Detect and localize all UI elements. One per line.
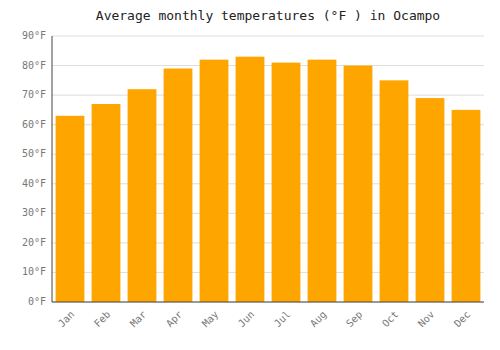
y-tick-label: 30°F	[22, 207, 46, 218]
bar	[200, 60, 229, 302]
bar	[380, 80, 409, 302]
grid	[52, 36, 484, 302]
x-tick-label: Jan	[56, 309, 77, 330]
y-tick-labels: 0°F 10°F 20°F 30°F 40°F 50°F 60°F 70°F 80°F 90°F	[22, 30, 46, 307]
y-axis-line	[52, 36, 53, 302]
bars	[56, 57, 481, 302]
y-tick-label: 20°F	[22, 237, 46, 248]
bar	[416, 98, 445, 302]
bar	[308, 60, 337, 302]
bar	[344, 66, 373, 302]
x-tick-label: Oct	[380, 309, 401, 330]
x-tick-label: Jul	[272, 309, 293, 330]
x-tick-label: Nov	[416, 309, 437, 330]
y-tick-label: 80°F	[22, 60, 46, 71]
x-tick-label: Mar	[128, 309, 149, 330]
title: Average monthly temperatures (°F ) in Oc…	[96, 8, 440, 23]
x-axis-line	[52, 302, 484, 303]
y-tick-label: 50°F	[22, 148, 46, 159]
x-tick-label: May	[200, 309, 221, 330]
y-tick-label: 60°F	[22, 119, 46, 130]
x-tick-label: Feb	[92, 309, 113, 330]
x-tick-label: Jun	[236, 309, 257, 330]
bar	[92, 104, 121, 302]
x-tick-label: Sep	[344, 309, 365, 330]
x-tick-label: Apr	[164, 309, 185, 330]
bar	[164, 69, 193, 302]
bar	[236, 57, 265, 302]
grid-line	[52, 302, 484, 303]
y-tick-label: 90°F	[22, 30, 46, 41]
y-tick-label: 10°F	[22, 266, 46, 277]
grid-line	[52, 36, 484, 37]
x-tick-label: Dec	[452, 309, 473, 330]
y-tick-label: 0°F	[28, 296, 46, 307]
chart-container: 0°F 10°F 20°F 30°F 40°F 50°F 60°F 70°F 80°F 90°F J…	[0, 0, 500, 350]
grid-line	[52, 95, 484, 96]
y-tick-label: 70°F	[22, 89, 46, 100]
bar	[452, 110, 481, 302]
y-tick-label: 40°F	[22, 178, 46, 189]
x-tick-label: Aug	[308, 309, 329, 330]
bar	[56, 116, 85, 302]
chart: 0°F 10°F 20°F 30°F 40°F 50°F 60°F 70°F 80°F 90°F J…	[0, 0, 500, 350]
bar	[272, 63, 301, 302]
grid-line	[52, 65, 484, 66]
bar	[128, 89, 157, 302]
x-tick-labels: Jan Feb Mar Apr May Jun Jul Aug Sep Oct Nov Dec	[56, 309, 473, 330]
